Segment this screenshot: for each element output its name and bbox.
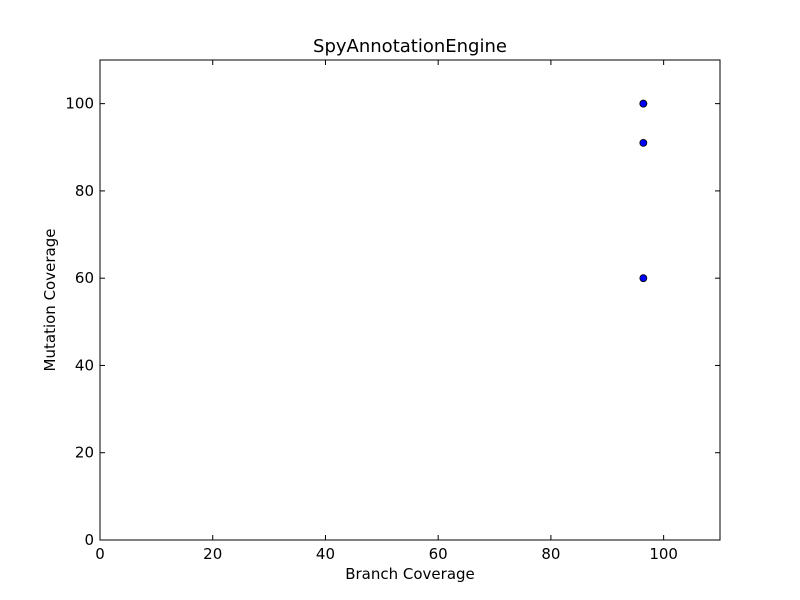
chart-title: SpyAnnotationEngine xyxy=(313,36,507,57)
y-tick-label: 40 xyxy=(75,356,94,374)
x-tick-label: 0 xyxy=(95,545,105,563)
x-axis-label: Branch Coverage xyxy=(345,565,475,583)
x-tick-label: 40 xyxy=(316,545,335,563)
data-point xyxy=(639,274,648,283)
data-point xyxy=(639,99,648,108)
x-tick-label: 60 xyxy=(429,545,448,563)
x-tick-label: 100 xyxy=(649,545,678,563)
axis-ticks: 0 20 40 60 80 100 0 20 40 60 80 100 xyxy=(65,60,720,563)
y-tick-label: 60 xyxy=(75,269,94,287)
data-point xyxy=(639,139,648,147)
y-tick-label: 20 xyxy=(75,444,94,462)
plot-area-frame xyxy=(99,59,721,541)
x-tick-label: 20 xyxy=(203,545,222,563)
y-axis-label: Mutation Coverage xyxy=(41,229,59,372)
y-tick-label: 100 xyxy=(65,95,94,113)
x-tick-label: 80 xyxy=(541,545,560,563)
data-points xyxy=(639,99,648,283)
y-tick-label: 80 xyxy=(75,182,94,200)
y-tick-label: 0 xyxy=(84,531,94,549)
